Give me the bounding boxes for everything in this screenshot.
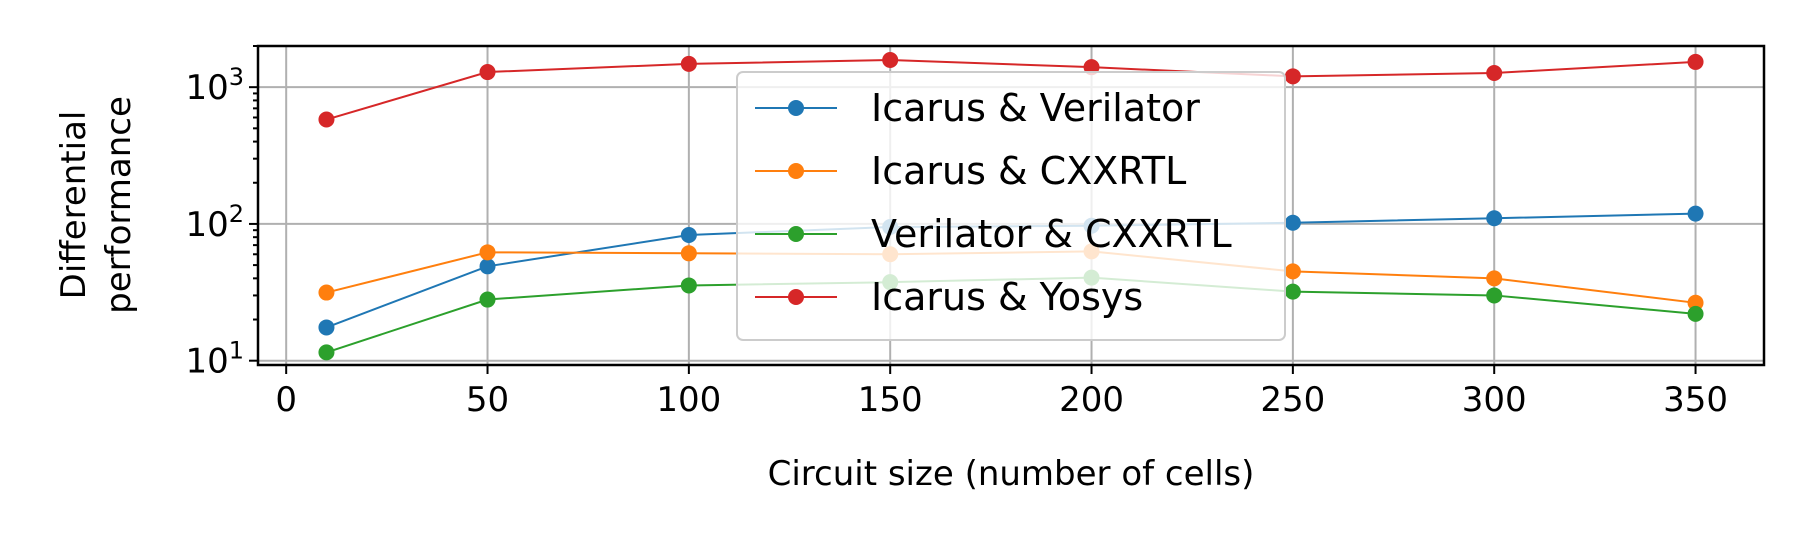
x-tick-label: 250 xyxy=(1260,380,1325,420)
series-line xyxy=(326,59,1696,121)
legend-label: Verilator & CXXRTL xyxy=(871,212,1232,256)
data-point xyxy=(1486,64,1503,81)
legend: Icarus & Verilator Icarus & CXXRTL Verilat… xyxy=(736,71,1286,341)
data-point xyxy=(680,226,697,243)
y-tick-label: 102 xyxy=(185,200,244,245)
data-point xyxy=(1284,68,1301,85)
x-tick-label: 200 xyxy=(1059,380,1124,420)
y-axis-label-line-2: performance xyxy=(99,96,139,314)
x-tick-label: 150 xyxy=(858,380,923,420)
data-point xyxy=(318,284,335,301)
x-axis-label: Circuit size (number of cells) xyxy=(768,454,1255,494)
x-tick-label: 0 xyxy=(275,380,297,420)
data-point xyxy=(479,291,496,308)
data-point xyxy=(1687,53,1704,70)
data-point xyxy=(318,319,335,336)
x-tick-label: 300 xyxy=(1462,380,1527,420)
legend-item: Icarus & CXXRTL xyxy=(755,149,1186,193)
data-point xyxy=(1284,263,1301,280)
y-tick-label: 103 xyxy=(185,63,244,108)
data-point xyxy=(318,111,335,128)
legend-label: Icarus & CXXRTL xyxy=(871,149,1186,193)
legend-label: Icarus & Yosys xyxy=(871,275,1143,319)
data-point xyxy=(479,258,496,275)
data-point xyxy=(1687,205,1704,222)
legend-item: Verilator & CXXRTL xyxy=(755,212,1232,256)
y-axis-label-line-1: Differential xyxy=(54,111,94,300)
legend-item: Icarus & Yosys xyxy=(755,275,1143,319)
x-tick-label: 100 xyxy=(656,380,721,420)
legend-swatch-marker xyxy=(788,226,804,242)
legend-label: Icarus & Verilator xyxy=(871,86,1200,130)
x-tick-label: 50 xyxy=(466,380,509,420)
legend-box xyxy=(736,71,1286,341)
data-point xyxy=(1486,287,1503,304)
legend-swatch-marker xyxy=(788,163,804,179)
data-point xyxy=(680,245,697,262)
data-point xyxy=(1486,210,1503,227)
x-tick-label: 350 xyxy=(1663,380,1728,420)
data-point xyxy=(1687,294,1704,311)
data-point xyxy=(1284,283,1301,300)
data-point xyxy=(1284,214,1301,231)
data-point xyxy=(318,344,335,361)
series-3 xyxy=(318,52,1704,128)
data-point xyxy=(479,244,496,261)
y-tick-label: 101 xyxy=(185,337,244,382)
plot-frame xyxy=(256,44,1766,367)
legend-swatch-marker xyxy=(788,100,804,116)
data-point xyxy=(680,55,697,72)
legend-item: Icarus & Verilator xyxy=(755,86,1200,130)
data-point xyxy=(680,277,697,294)
x-axis: 0 50 100 150 200 250 300 350 xyxy=(275,365,1728,420)
data-point xyxy=(1687,305,1704,322)
legend-swatch-marker xyxy=(788,289,804,305)
data-point xyxy=(882,52,899,69)
y-axis: 101 102 103 xyxy=(185,45,258,382)
data-point xyxy=(1486,270,1503,287)
data-point xyxy=(479,64,496,81)
